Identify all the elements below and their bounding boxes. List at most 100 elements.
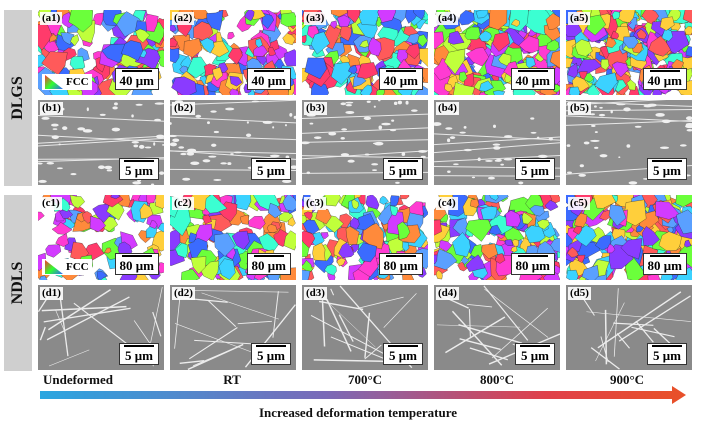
- ipf-legend: FCC: [42, 259, 92, 275]
- scale-bar: 5 μm: [515, 158, 555, 180]
- scale-bar-line: [520, 160, 550, 162]
- panel-c3: (c3) 80 μm: [302, 195, 428, 280]
- scale-bar-text: 5 μm: [521, 163, 549, 178]
- panel-d5: (d5) 5 μm: [566, 285, 692, 370]
- panel-b5: (b5) 5 μm: [566, 100, 692, 185]
- condition-label: 900°C: [609, 372, 645, 387]
- panel-label: (a1): [40, 12, 63, 25]
- scale-bar-line: [388, 160, 418, 162]
- scale-bar: 5 μm: [251, 158, 291, 180]
- scale-bar-text: 5 μm: [653, 163, 681, 178]
- panel-label: (a4): [436, 12, 459, 25]
- panel-b2: (b2) 5 μm: [170, 100, 296, 185]
- scale-bar-line: [520, 345, 550, 347]
- scale-bar-text: 80 μm: [119, 258, 154, 273]
- scale-bar: 5 μm: [251, 343, 291, 365]
- panel-label: (b4): [436, 102, 459, 115]
- scale-bar-text: 80 μm: [647, 258, 682, 273]
- scale-bar-text: 5 μm: [653, 348, 681, 363]
- scale-bar: 80 μm: [114, 253, 159, 275]
- scale-bar-line: [652, 160, 682, 162]
- panel-d2: (d2) 5 μm: [170, 285, 296, 370]
- scale-bar-line: [385, 255, 416, 257]
- scale-bar: 40 μm: [510, 68, 555, 90]
- scale-bar-text: 5 μm: [389, 348, 417, 363]
- panel-c4: (c4) 80 μm: [434, 195, 560, 280]
- axis-title: Increased deformation temperature: [258, 405, 458, 420]
- panel-a1: (a1) 40 μm FCC: [38, 10, 164, 95]
- scale-bar-line: [121, 255, 152, 257]
- panel-c1: (c1) 80 μm FCC: [38, 195, 164, 280]
- condition-label: 700°C: [347, 372, 383, 387]
- panel-label: (c5): [568, 197, 590, 210]
- scale-bar-line: [124, 160, 154, 162]
- panel-c5: (c5) 80 μm: [566, 195, 692, 280]
- scale-bar-line: [517, 255, 548, 257]
- panel-d1: (d1) 5 μm: [38, 285, 164, 370]
- group-label-ndls: NDLS: [4, 195, 32, 371]
- scale-bar-text: 80 μm: [251, 258, 286, 273]
- panel-label: (a2): [172, 12, 195, 25]
- condition-label: RT: [223, 372, 241, 387]
- panel-a4: (a4) 40 μm: [434, 10, 560, 95]
- condition-label: 800°C: [479, 372, 515, 387]
- panel-label: (c4): [436, 197, 458, 210]
- scale-bar: 5 μm: [383, 343, 423, 365]
- scale-bar-line: [256, 345, 286, 347]
- scale-bar-line: [388, 345, 418, 347]
- scale-bar-line: [649, 70, 680, 72]
- scale-bar-line: [256, 160, 286, 162]
- panel-label: (a5): [568, 12, 591, 25]
- scale-bar: 40 μm: [114, 68, 159, 90]
- scale-bar: 5 μm: [647, 158, 687, 180]
- scale-bar: 40 μm: [246, 68, 291, 90]
- micrograph-image: [434, 10, 560, 95]
- panel-b1: (b1) 5 μm: [38, 100, 164, 185]
- legend-label: FCC: [66, 76, 89, 88]
- group-label-dlgs: DLGS: [4, 10, 32, 186]
- panel-label: (d2): [172, 287, 195, 300]
- scale-bar: 5 μm: [383, 158, 423, 180]
- micrograph-image: [302, 195, 428, 280]
- scale-bar: 5 μm: [119, 343, 159, 365]
- panel-label: (c3): [304, 197, 326, 210]
- scale-bar-text: 5 μm: [125, 163, 153, 178]
- panel-a2: (a2) 40 μm: [170, 10, 296, 95]
- panel-label: (a3): [304, 12, 327, 25]
- scale-bar-line: [517, 70, 548, 72]
- panel-label: (b5): [568, 102, 591, 115]
- scale-bar: 80 μm: [246, 253, 291, 275]
- scale-bar: 80 μm: [510, 253, 555, 275]
- scale-bar-text: 5 μm: [257, 163, 285, 178]
- panel-label: (d4): [436, 287, 459, 300]
- panel-label: (d1): [40, 287, 63, 300]
- panel-b3: (b3) 5 μm: [302, 100, 428, 185]
- panel-label: (b3): [304, 102, 327, 115]
- scale-bar-line: [253, 255, 284, 257]
- scale-bar: 40 μm: [378, 68, 423, 90]
- arrow-head-icon: [672, 386, 686, 404]
- scale-bar-text: 5 μm: [521, 348, 549, 363]
- scale-bar-text: 5 μm: [389, 163, 417, 178]
- panel-b4: (b4) 5 μm: [434, 100, 560, 185]
- scale-bar: 5 μm: [647, 343, 687, 365]
- scale-bar: 80 μm: [642, 253, 687, 275]
- panel-a5: (a5) 40 μm: [566, 10, 692, 95]
- panel-c2: (c2) 80 μm: [170, 195, 296, 280]
- ipf-triangle-icon: [45, 75, 63, 89]
- scale-bar-line: [385, 70, 416, 72]
- scale-bar-line: [253, 70, 284, 72]
- scale-bar-line: [124, 345, 154, 347]
- ipf-triangle-icon: [45, 260, 63, 274]
- ipf-legend: FCC: [42, 74, 92, 90]
- scale-bar-line: [652, 345, 682, 347]
- scale-bar-line: [649, 255, 680, 257]
- scale-bar-text: 40 μm: [647, 73, 682, 88]
- condition-label: Undeformed: [42, 372, 114, 387]
- panel-d4: (d4) 5 μm: [434, 285, 560, 370]
- temperature-arrow: [40, 391, 673, 399]
- panel-label: (d3): [304, 287, 327, 300]
- scale-bar-text: 40 μm: [119, 73, 154, 88]
- panel-label: (d5): [568, 287, 591, 300]
- legend-label: FCC: [66, 261, 89, 273]
